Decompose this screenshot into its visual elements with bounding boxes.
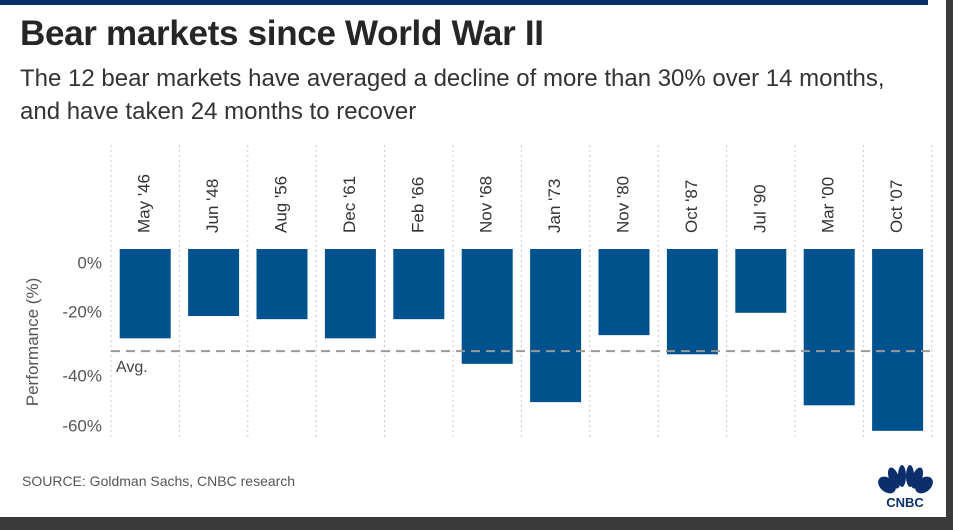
y-tick-label: 0% [77,253,102,272]
bar-2 [256,249,308,320]
x-tick-label: Mar '00 [819,177,838,233]
bar-6 [530,249,582,403]
y-axis-label: Performance (%) [23,278,42,406]
bar-7 [598,249,650,336]
bar-5 [461,249,513,364]
x-tick-label: Jan '73 [545,179,564,233]
y-tick-label: -20% [62,302,102,321]
x-tick-label: Feb '66 [408,177,427,233]
bar-10 [803,249,855,406]
chart-card: Bear markets since World War II The 12 b… [0,0,946,517]
x-tick-label: Oct '07 [887,180,906,233]
cnbc-logo-text: CNBC [886,495,924,509]
average-label: Avg. [116,359,148,376]
chart-subtitle: The 12 bear markets have averaged a decl… [20,65,885,125]
x-tick-label: Jul '90 [750,184,769,233]
bar-4 [393,249,445,320]
x-tick-label: Oct '87 [682,180,701,233]
bar-1 [188,249,240,316]
x-tick-label: Jun '48 [203,179,222,233]
x-tick-label: Dec '61 [340,176,359,233]
chart-title: Bear markets since World War II [20,14,544,53]
bar-chart: May '46 Jun '48 Aug '56 Dec '61 Feb '66 Nov '… [23,145,933,440]
x-tick-label: Nov '68 [477,176,496,233]
bar-8 [666,249,718,355]
x-tick-label: Aug '56 [271,176,290,233]
cnbc-peacock-logo: CNBC [878,465,933,509]
bar-3 [324,249,376,339]
top-accent-bar [0,0,928,5]
y-tick-label: -60% [62,416,102,435]
bar-9 [735,249,787,313]
source-note: SOURCE: Goldman Sachs, CNBC research [22,473,296,489]
bar-0 [119,249,171,339]
bar-11 [872,249,924,431]
x-tick-label: May '46 [135,174,154,233]
y-tick-label: -40% [62,366,102,385]
x-tick-label: Nov '80 [613,176,632,233]
